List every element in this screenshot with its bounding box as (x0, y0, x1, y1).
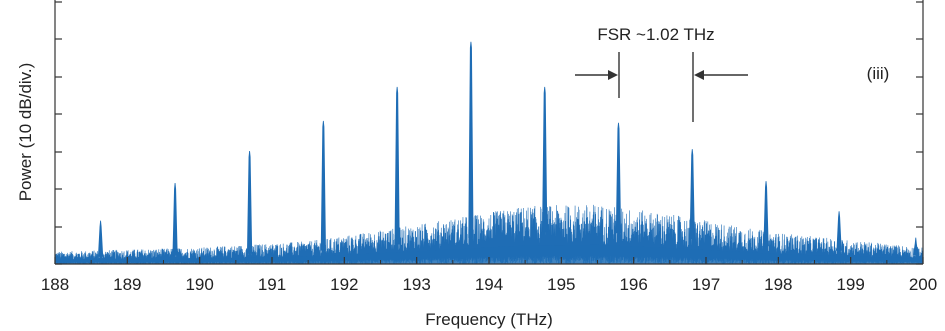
x-tick-label: 192 (330, 275, 358, 294)
x-tick-label: 198 (764, 275, 792, 294)
x-tick-label: 190 (185, 275, 213, 294)
x-tick-label: 188 (41, 275, 69, 294)
comb-peak (615, 122, 622, 234)
y-axis-label: Power (10 dB/div.) (16, 63, 35, 202)
x-tick-label: 197 (692, 275, 720, 294)
comb-peak (836, 211, 842, 251)
comb-peak (97, 220, 104, 257)
x-tick-label: 189 (113, 275, 141, 294)
comb-peak (246, 150, 253, 254)
x-tick-label: 196 (619, 275, 647, 294)
comb-peaks (97, 41, 919, 257)
comb-peak (172, 182, 178, 256)
comb-peak (320, 120, 326, 251)
y-axis-ticks (55, 1, 923, 265)
fsr-right-arrowhead (694, 70, 704, 80)
x-tick-label: 199 (836, 275, 864, 294)
fsr-left-arrowhead (608, 70, 618, 80)
x-tick-label: 191 (258, 275, 286, 294)
x-axis-ticks: 188 189 190 191 192 193 194 195 196 197 198 199 200 (41, 257, 937, 294)
panel-label: (iii) (867, 64, 890, 83)
x-axis-label: Frequency (THz) (425, 310, 553, 329)
spectrum-trace (54, 204, 924, 265)
x-tick-label: 195 (547, 275, 575, 294)
comb-peak (763, 181, 769, 247)
x-tick-label: 200 (909, 275, 937, 294)
fsr-annotation: FSR ~1.02 THz (575, 25, 748, 122)
comb-peak (542, 86, 548, 233)
fsr-label: FSR ~1.02 THz (597, 25, 714, 44)
comb-peak (913, 237, 919, 255)
x-tick-label: 193 (402, 275, 430, 294)
x-tick-label: 194 (475, 275, 503, 294)
comb-peak (394, 86, 400, 245)
comb-peak (689, 149, 695, 240)
comb-peak (468, 41, 474, 238)
